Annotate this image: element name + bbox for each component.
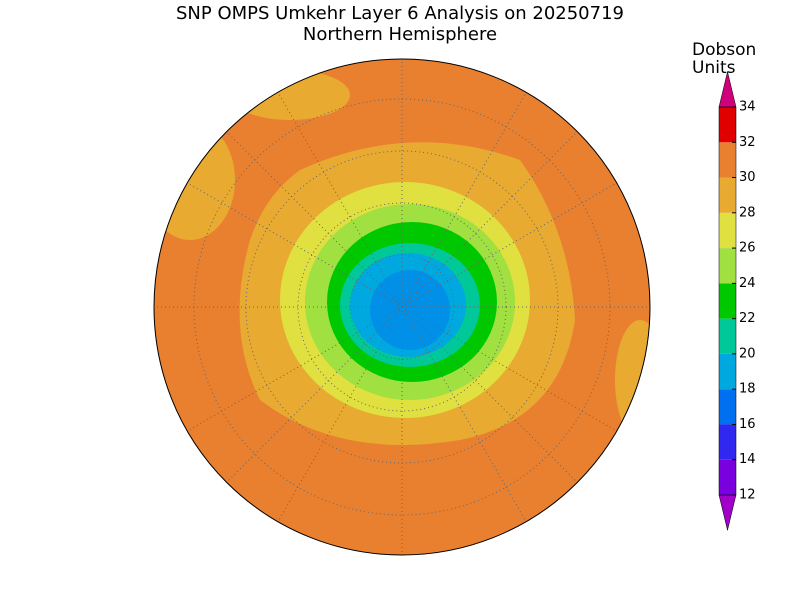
title: SNP OMPS Umkehr Layer 6 Analysis on 2025… — [176, 3, 624, 24]
subtitle: Northern Hemisphere — [303, 24, 497, 45]
ozone-field — [370, 270, 450, 350]
colorbar-band — [719, 459, 736, 495]
colorbar-frame — [718, 106, 737, 496]
colorbar-tick-label: 24 — [739, 276, 756, 291]
colorbar-tick-label: 26 — [739, 241, 756, 256]
colorbar-band — [719, 283, 736, 319]
colorbar-tick-label: 34 — [739, 100, 756, 115]
colorbar: Dobson Units 12 14 16 18 20 22 24 26 28 30 32 34 — [692, 40, 756, 531]
colorbar-band — [719, 389, 736, 425]
colorbar-tick-label: 32 — [739, 135, 756, 150]
colorbar-band — [719, 248, 736, 284]
ozone-field — [154, 120, 235, 240]
colorbar-band — [719, 177, 736, 213]
colorbar-tick-label: 18 — [739, 382, 756, 397]
colorbar-label: Units — [692, 58, 736, 78]
colorbar-band — [719, 212, 736, 249]
colorbar-tick-label: 14 — [739, 452, 756, 467]
colorbar-band — [719, 353, 736, 390]
graticule — [154, 59, 650, 555]
polar-map — [153, 58, 651, 556]
colorbar-band — [719, 107, 736, 143]
colorbar-tick-label: 30 — [739, 170, 756, 185]
colorbar-band — [719, 424, 736, 460]
colorbar-tick-label: 20 — [739, 346, 756, 361]
colorbar-tick-label: 12 — [739, 488, 756, 503]
colorbar-tick-label: 22 — [739, 311, 756, 326]
ozone-field — [615, 320, 650, 440]
colorbar-tick-label: 16 — [739, 417, 756, 432]
colorbar-band — [719, 318, 736, 354]
colorbar-band — [719, 142, 736, 178]
colorbar-label: Dobson — [692, 40, 756, 60]
map-border — [153, 58, 651, 556]
colorbar-tick-label: 28 — [739, 205, 756, 220]
colorbar-extend-low — [718, 494, 737, 531]
